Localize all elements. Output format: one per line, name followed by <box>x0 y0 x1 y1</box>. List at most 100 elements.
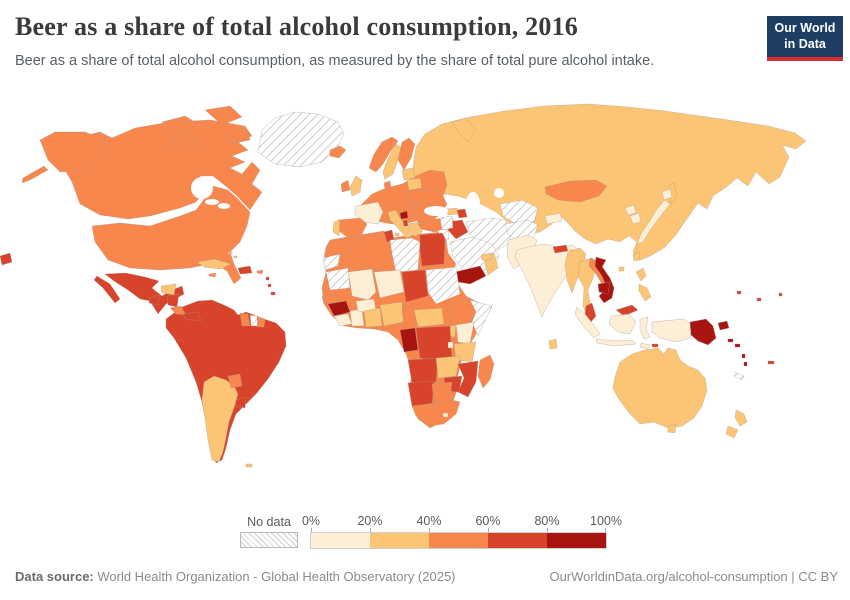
legend-bin-60-80[interactable] <box>488 533 547 548</box>
region-canada[interactable] <box>59 105 263 220</box>
region-south-korea[interactable] <box>629 212 642 225</box>
region-ethiopia[interactable] <box>447 299 479 326</box>
region-argentina-chile[interactable] <box>201 375 253 468</box>
region-sudan[interactable] <box>425 266 461 305</box>
region-pacific-islands[interactable] <box>0 252 783 302</box>
region-drc[interactable] <box>415 325 453 363</box>
region-lesser-antilles[interactable] <box>265 276 276 296</box>
region-georgia[interactable] <box>446 207 459 216</box>
region-yemen[interactable] <box>454 265 487 285</box>
region-vietnam[interactable] <box>594 256 615 304</box>
footer-link[interactable]: OurWorldinData.org/alcohol-consumption |… <box>549 569 838 584</box>
region-uruguay[interactable] <box>235 396 247 409</box>
region-guyana[interactable] <box>239 312 251 327</box>
region-angola[interactable] <box>407 357 439 384</box>
region-norway[interactable] <box>368 136 399 173</box>
region-mexico[interactable] <box>93 272 185 315</box>
region-tasmania[interactable] <box>667 423 677 434</box>
region-greenland[interactable] <box>257 111 345 168</box>
region-new-caledonia[interactable] <box>733 371 745 381</box>
legend-bin-80-100[interactable] <box>547 533 606 548</box>
region-gabon-congo[interactable] <box>399 327 419 353</box>
region-new-zealand[interactable] <box>725 409 748 439</box>
region-bahamas[interactable] <box>227 251 238 259</box>
region-algeria[interactable] <box>344 234 393 271</box>
region-sri-lanka[interactable] <box>548 338 558 350</box>
region-malaysia[interactable] <box>584 302 639 323</box>
legend-bin-40-60[interactable] <box>429 533 488 548</box>
region-egypt[interactable] <box>419 232 446 267</box>
region-albania[interactable] <box>402 219 409 227</box>
region-ukraine[interactable] <box>407 188 441 207</box>
region-south-africa[interactable] <box>411 399 461 427</box>
region-australia[interactable] <box>612 347 708 429</box>
region-ghana-togo-benin[interactable] <box>363 307 383 328</box>
legend-bin-20-40[interactable] <box>370 533 429 548</box>
no-data-swatch[interactable] <box>240 532 298 548</box>
region-turkmenistan[interactable] <box>499 199 539 225</box>
region-india[interactable] <box>514 243 581 318</box>
region-indonesia[interactable] <box>574 306 693 350</box>
legend-bin-0-20[interactable] <box>311 533 370 548</box>
region-denmark[interactable] <box>383 180 392 190</box>
region-ireland[interactable] <box>340 179 351 193</box>
region-hispaniola[interactable] <box>237 265 253 275</box>
region-mali[interactable] <box>347 268 377 301</box>
region-taiwan[interactable] <box>632 251 641 262</box>
region-belarus[interactable] <box>406 177 423 191</box>
region-bosnia[interactable] <box>399 210 409 220</box>
region-fiji[interactable] <box>767 360 775 365</box>
region-zambia[interactable] <box>435 355 461 379</box>
legend-tick-0: 0% <box>301 514 321 528</box>
region-nigeria[interactable] <box>379 301 405 327</box>
region-rwanda-burundi[interactable] <box>447 341 454 349</box>
region-madagascar[interactable] <box>477 354 495 389</box>
region-libya[interactable] <box>389 237 421 273</box>
region-paraguay[interactable] <box>227 373 243 389</box>
region-western-sahara[interactable] <box>322 253 341 271</box>
region-uk[interactable] <box>349 175 363 197</box>
region-suriname[interactable] <box>249 314 259 327</box>
region-senegal[interactable] <box>321 292 339 305</box>
region-niger[interactable] <box>373 269 405 299</box>
region-azerbaijan[interactable] <box>456 208 468 219</box>
region-east-timor[interactable] <box>651 343 659 348</box>
region-japan[interactable] <box>636 188 673 245</box>
region-mauritania[interactable] <box>325 267 351 291</box>
region-baltics[interactable] <box>401 167 416 181</box>
region-iceland[interactable] <box>329 145 347 159</box>
region-namibia[interactable] <box>407 380 435 407</box>
region-vanuatu[interactable] <box>741 353 748 367</box>
region-uae[interactable] <box>480 252 493 261</box>
region-lesotho[interactable] <box>442 412 449 418</box>
region-russia-asia[interactable] <box>412 103 807 272</box>
region-somalia[interactable] <box>469 299 493 337</box>
region-myanmar[interactable] <box>564 247 587 294</box>
region-portugal[interactable] <box>332 219 341 237</box>
region-central-african-republic[interactable] <box>413 307 445 328</box>
region-honduras[interactable] <box>160 283 177 296</box>
region-cuba[interactable] <box>196 258 232 270</box>
region-cameroon[interactable] <box>401 305 417 331</box>
region-solomon-islands[interactable] <box>727 338 741 348</box>
region-papua-new-guinea[interactable] <box>689 318 730 346</box>
legend-no-data[interactable]: No data <box>240 515 298 548</box>
region-mongolia[interactable] <box>544 179 608 203</box>
region-finland[interactable] <box>397 137 416 171</box>
region-chad[interactable] <box>401 269 429 303</box>
region-french-guiana[interactable] <box>256 316 266 328</box>
region-nepal[interactable] <box>552 244 569 254</box>
region-puerto-rico[interactable] <box>256 269 264 275</box>
region-mozambique-malawi[interactable] <box>457 360 479 398</box>
region-philippines[interactable] <box>635 267 652 302</box>
region-jamaica[interactable] <box>208 272 217 278</box>
region-guatemala[interactable] <box>148 294 161 306</box>
region-north-korea[interactable] <box>624 204 637 216</box>
region-botswana[interactable] <box>431 381 453 403</box>
region-kyrgyzstan[interactable] <box>544 212 563 225</box>
region-nicaragua[interactable] <box>166 293 180 308</box>
region-france[interactable] <box>354 201 384 225</box>
region-cambodia[interactable] <box>597 281 611 295</box>
region-alaska[interactable] <box>21 131 106 184</box>
region-panama[interactable] <box>182 311 202 322</box>
